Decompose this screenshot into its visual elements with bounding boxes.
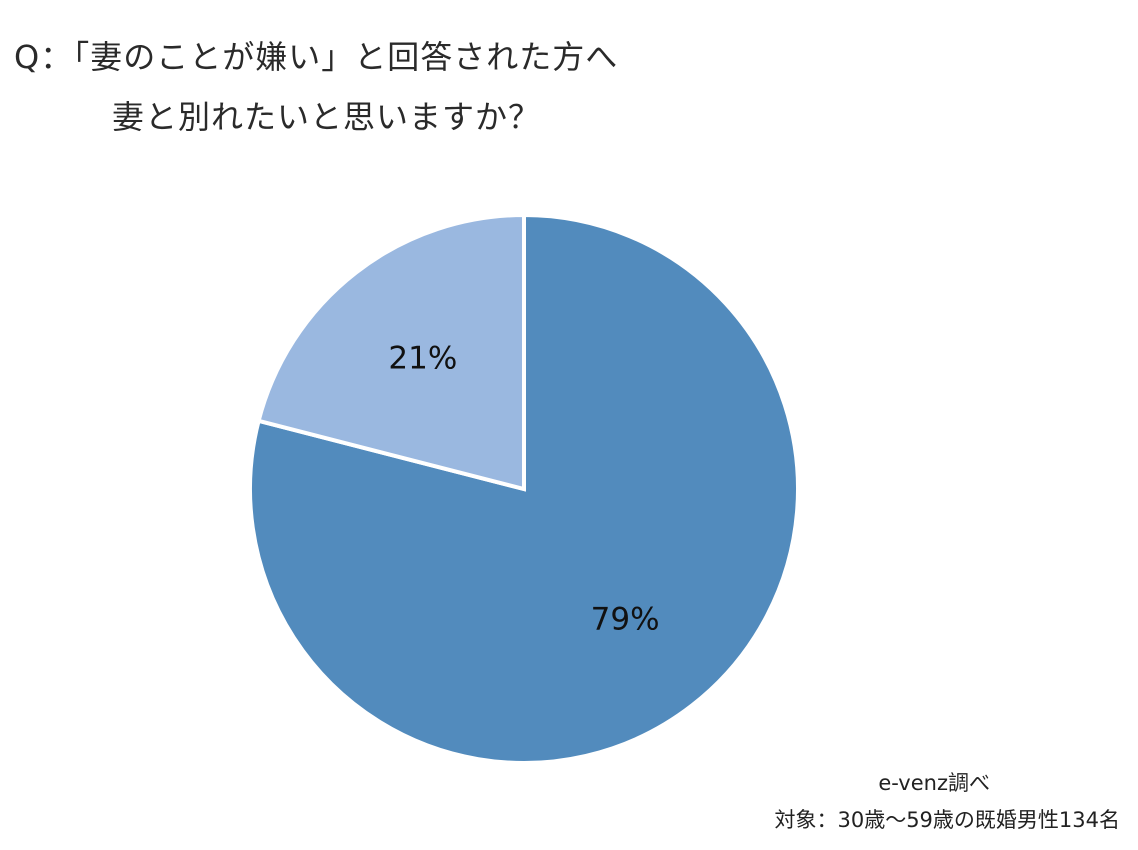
source-note: e-venz調べ	[878, 771, 990, 795]
pie-label-1: 21%	[388, 341, 457, 377]
pie-label-0: 79%	[591, 601, 660, 637]
chart-title-line2: 妻と別れたいと思いますか？	[112, 98, 542, 136]
pie-slice-0	[248, 212, 800, 765]
sample-note: 対象：30歳〜59歳の既婚男性134名	[774, 808, 1120, 832]
chart-title-line1: Q：「妻のことが嫌い」と回答された方へ	[14, 38, 619, 76]
pie-labels: 79% 21%	[388, 341, 659, 638]
pie-slices	[248, 212, 800, 765]
pie-slice-1	[256, 212, 526, 492]
